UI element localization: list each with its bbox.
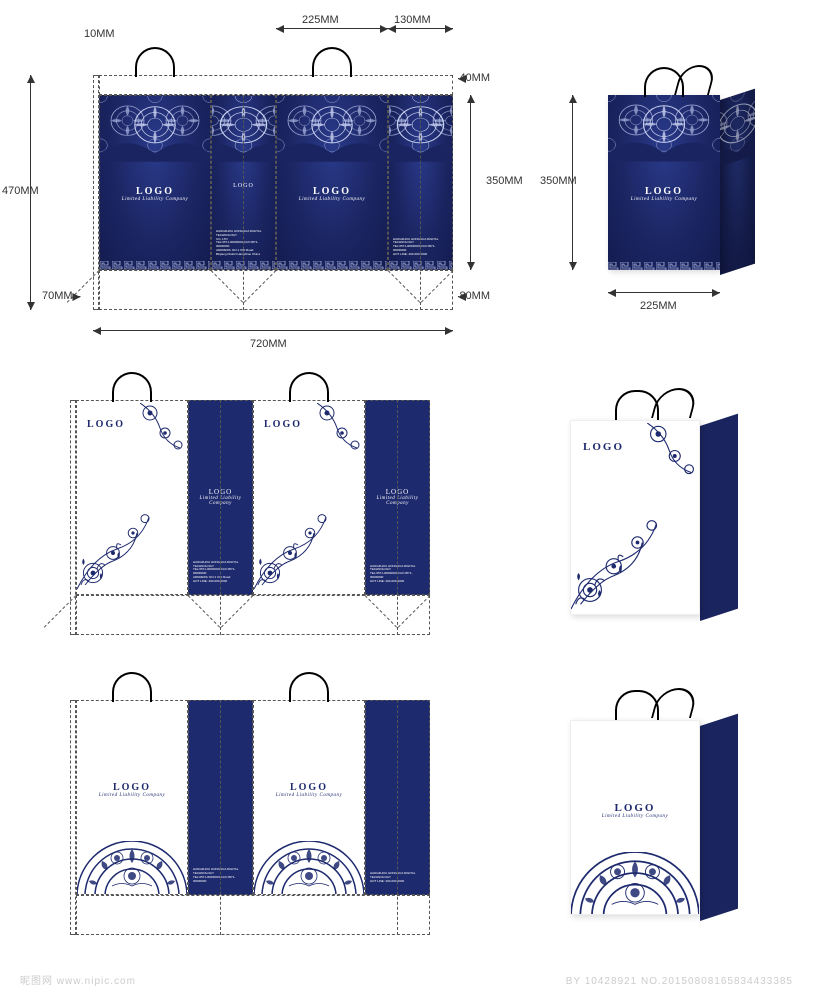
dim-label: 470MM	[2, 185, 39, 197]
handle-icon	[289, 372, 329, 402]
dim-gusset-w	[388, 28, 453, 29]
logo-text: LOGO	[100, 186, 210, 197]
dim-bottom-fold: 80MM	[458, 290, 490, 302]
front-panel: LOGO	[76, 400, 188, 595]
handle-icon	[674, 65, 717, 95]
dim-bottom-flap: 70MM	[42, 290, 80, 302]
logo-text: LOGO	[608, 186, 720, 197]
dim-body-h	[470, 95, 471, 270]
back-panel: LOGO Limited Liability Company	[253, 700, 365, 895]
front-panel: LOGO Limited Liability Company	[76, 700, 188, 895]
dim-top-fold: 40MM	[458, 72, 490, 84]
back-panel: LOGO	[253, 400, 365, 595]
logo-text: LOGO	[264, 419, 302, 430]
logo-text: LOGO	[277, 186, 387, 197]
dim-label: 225MM	[640, 300, 677, 312]
handle-icon	[312, 47, 352, 77]
back-panel: LOGO Limited Liability Company	[276, 95, 388, 270]
dim-panel-w	[276, 28, 388, 29]
dim-label: 720MM	[250, 338, 287, 350]
dim-label: 130MM	[394, 14, 431, 26]
handle-icon	[112, 672, 152, 702]
logo-subtitle: Limited Liability Company	[77, 793, 187, 798]
dieline-variant-c: LOGO Limited Liability Company HANGZHOU …	[70, 700, 430, 935]
watermark-left: 昵图网 www.nipic.com	[20, 972, 136, 987]
logo-subtitle: Limited Liability Company	[100, 197, 210, 202]
handle-icon	[289, 672, 329, 702]
dim-label: 10MM	[80, 28, 119, 40]
logo-text: LOGO	[583, 441, 624, 453]
front-panel: LOGO Limited Liability Company	[99, 95, 211, 270]
dim-top-tab: 10MM	[80, 28, 130, 40]
dim-label: 350MM	[540, 175, 577, 187]
logo-text: LOGO	[254, 782, 364, 793]
handle-icon	[651, 388, 699, 418]
logo-subtitle: Limited Liability Company	[254, 793, 364, 798]
logo-text: LOGO	[87, 419, 125, 430]
handle-icon	[135, 47, 175, 77]
dim-label: 225MM	[302, 14, 339, 26]
logo-subtitle: Limited Liability Company	[608, 197, 720, 202]
logo-subtitle: Limited Liability Company	[277, 197, 387, 202]
dim-label: 350MM	[486, 175, 523, 187]
dieline-variant-a: LOGO Limited Liability Company LOGO HANG…	[93, 75, 453, 310]
logo-subtitle: Limited Liability Company	[571, 814, 699, 819]
dim-render-w	[608, 292, 720, 293]
logo-text: LOGO	[77, 782, 187, 793]
watermark-right: BY 10428921 NO.20150808165834433385	[566, 976, 793, 987]
logo-text: LOGO	[571, 802, 699, 814]
handle-icon	[651, 688, 699, 718]
dieline-variant-b: LOGO LOGO Limited Liability Company HANG…	[70, 400, 430, 635]
handle-icon	[112, 372, 152, 402]
dim-total-w	[93, 330, 453, 331]
